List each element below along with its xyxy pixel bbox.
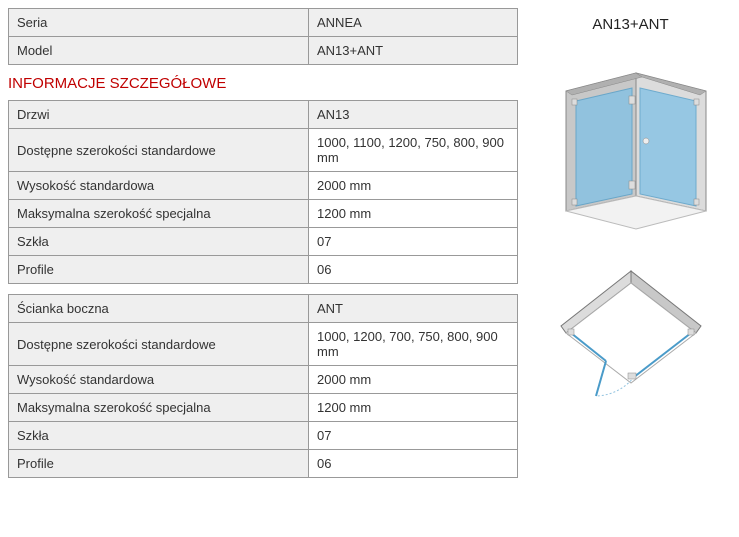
series-value: ANNEA bbox=[309, 9, 518, 37]
page-container: Seria ANNEA Model AN13+ANT INFORMACJE SZ… bbox=[0, 0, 739, 496]
side-panel-table: Ścianka boczna ANT Dostępne szerokości s… bbox=[8, 294, 518, 478]
row-label: Dostępne szerokości standardowe bbox=[9, 323, 309, 366]
table-row: Szkła 07 bbox=[9, 422, 518, 450]
row-label: Maksymalna szerokość specjalna bbox=[9, 394, 309, 422]
table-row: Szkła 07 bbox=[9, 228, 518, 256]
isometric-3d-diagram bbox=[546, 61, 716, 241]
table-header-row: Drzwi AN13 bbox=[9, 101, 518, 129]
model-value: AN13+ANT bbox=[309, 37, 518, 65]
row-label: Profile bbox=[9, 450, 309, 478]
left-column: Seria ANNEA Model AN13+ANT INFORMACJE SZ… bbox=[8, 8, 518, 488]
row-label: Dostępne szerokości standardowe bbox=[9, 129, 309, 172]
table-row: Maksymalna szerokość specjalna 1200 mm bbox=[9, 394, 518, 422]
product-label: AN13+ANT bbox=[592, 16, 668, 33]
row-value: 07 bbox=[309, 422, 518, 450]
section-title: INFORMACJE SZCZEGÓŁOWE bbox=[8, 75, 518, 92]
row-label: Profile bbox=[9, 256, 309, 284]
table-row: Profile 06 bbox=[9, 450, 518, 478]
table-row: Model AN13+ANT bbox=[9, 37, 518, 65]
row-label: Szkła bbox=[9, 228, 309, 256]
table-row: Dostępne szerokości standardowe 1000, 12… bbox=[9, 323, 518, 366]
row-value: 1000, 1200, 700, 750, 800, 900 mm bbox=[309, 323, 518, 366]
doors-header-value: AN13 bbox=[309, 101, 518, 129]
right-column: AN13+ANT bbox=[530, 8, 731, 488]
row-value: 06 bbox=[309, 450, 518, 478]
row-label: Szkła bbox=[9, 422, 309, 450]
row-value: 1200 mm bbox=[309, 394, 518, 422]
table-row: Maksymalna szerokość specjalna 1200 mm bbox=[9, 200, 518, 228]
doors-header-label: Drzwi bbox=[9, 101, 309, 129]
row-value: 2000 mm bbox=[309, 366, 518, 394]
table-row: Dostępne szerokości standardowe 1000, 11… bbox=[9, 129, 518, 172]
table-row: Wysokość standardowa 2000 mm bbox=[9, 366, 518, 394]
row-label: Wysokość standardowa bbox=[9, 366, 309, 394]
doors-table: Drzwi AN13 Dostępne szerokości standardo… bbox=[8, 100, 518, 284]
top-view-diagram bbox=[546, 261, 716, 401]
side-header-label: Ścianka boczna bbox=[9, 295, 309, 323]
row-value: 1200 mm bbox=[309, 200, 518, 228]
model-label: Model bbox=[9, 37, 309, 65]
table-row: Profile 06 bbox=[9, 256, 518, 284]
table-row: Seria ANNEA bbox=[9, 9, 518, 37]
row-label: Wysokość standardowa bbox=[9, 172, 309, 200]
row-value: 2000 mm bbox=[309, 172, 518, 200]
header-table: Seria ANNEA Model AN13+ANT bbox=[8, 8, 518, 65]
row-value: 06 bbox=[309, 256, 518, 284]
row-value: 1000, 1100, 1200, 750, 800, 900 mm bbox=[309, 129, 518, 172]
row-value: 07 bbox=[309, 228, 518, 256]
series-label: Seria bbox=[9, 9, 309, 37]
table-header-row: Ścianka boczna ANT bbox=[9, 295, 518, 323]
row-label: Maksymalna szerokość specjalna bbox=[9, 200, 309, 228]
table-row: Wysokość standardowa 2000 mm bbox=[9, 172, 518, 200]
side-header-value: ANT bbox=[309, 295, 518, 323]
